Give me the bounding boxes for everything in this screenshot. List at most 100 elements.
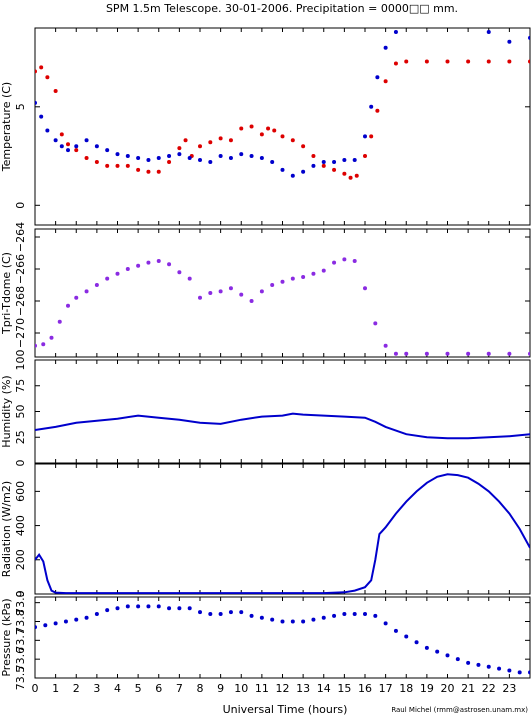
data-point xyxy=(332,159,337,164)
y-tick-label: −268 xyxy=(14,286,27,316)
data-point xyxy=(45,128,50,133)
data-point xyxy=(280,619,285,624)
data-point xyxy=(146,169,151,174)
data-point xyxy=(198,157,202,162)
data-point xyxy=(198,610,202,615)
data-point xyxy=(53,621,58,626)
data-point xyxy=(115,163,120,168)
data-point xyxy=(507,668,512,673)
data-point xyxy=(239,152,244,157)
data-point xyxy=(352,259,357,263)
y-tick-label: 25 xyxy=(14,430,27,444)
data-point xyxy=(105,608,110,613)
data-point xyxy=(66,148,70,153)
data-point xyxy=(272,128,277,133)
data-point xyxy=(105,163,110,168)
x-tick-label: 14 xyxy=(317,682,331,695)
data-point xyxy=(466,22,470,26)
data-point xyxy=(208,159,213,164)
panel-frame xyxy=(34,596,531,679)
data-point xyxy=(393,29,398,34)
data-point xyxy=(259,289,264,294)
data-point xyxy=(375,108,380,113)
data-point xyxy=(218,154,223,159)
x-tick-label: 10 xyxy=(234,682,248,695)
x-tick-label: 11 xyxy=(255,682,269,695)
data-point xyxy=(369,134,374,139)
data-point xyxy=(342,257,347,262)
data-point xyxy=(348,175,353,180)
data-point xyxy=(136,156,141,161)
data-point xyxy=(125,267,130,271)
data-point xyxy=(435,649,440,654)
data-point xyxy=(280,134,285,139)
data-point xyxy=(66,142,70,147)
data-point xyxy=(266,126,271,131)
data-point xyxy=(208,611,213,616)
data-point xyxy=(280,279,285,284)
data-point xyxy=(466,59,471,64)
data-point xyxy=(369,104,374,109)
data-point xyxy=(239,292,244,297)
x-tick-label: 19 xyxy=(420,682,434,695)
data-point xyxy=(125,604,130,609)
y-tick-label: 0 xyxy=(14,460,27,467)
data-point xyxy=(363,134,367,139)
data-point xyxy=(486,29,491,34)
y-tick-label: −270 xyxy=(14,318,27,348)
data-point xyxy=(363,286,367,291)
y-tick-label: 73.9 xyxy=(14,590,27,615)
data-point xyxy=(301,144,306,149)
panel-frame xyxy=(34,463,531,595)
x-tick-label: 12 xyxy=(276,682,290,695)
panel-frame xyxy=(34,228,531,358)
data-point xyxy=(280,167,285,172)
data-point xyxy=(156,156,161,161)
data-point xyxy=(125,154,130,159)
data-point xyxy=(59,144,64,149)
y-axis-label: Tpri-Tdome (C) xyxy=(0,252,13,335)
data-point xyxy=(373,321,378,326)
data-point xyxy=(486,351,491,356)
data-point xyxy=(115,606,120,611)
data-point xyxy=(218,611,223,616)
data-point xyxy=(424,351,429,356)
data-point xyxy=(414,640,419,645)
data-point xyxy=(146,157,151,162)
y-tick-label: −266 xyxy=(14,254,27,284)
data-point xyxy=(301,275,306,279)
y-tick-label: −264 xyxy=(14,222,27,252)
x-axis-label: Universal Time (hours) xyxy=(223,703,348,716)
y-tick-label: 0 xyxy=(14,591,27,598)
data-point xyxy=(249,613,254,618)
data-point xyxy=(507,351,512,356)
data-point xyxy=(35,69,37,74)
data-point xyxy=(218,289,223,294)
data-point xyxy=(455,657,460,662)
data-point xyxy=(198,144,202,149)
data-point xyxy=(507,59,512,64)
x-tick-label: 8 xyxy=(197,682,204,695)
data-point xyxy=(446,20,450,24)
data-point xyxy=(259,615,264,620)
data-point xyxy=(445,653,450,658)
data-point xyxy=(354,173,359,178)
data-point xyxy=(74,144,79,149)
y-axis-label: Temperature (C) xyxy=(0,82,13,172)
data-point xyxy=(74,617,79,622)
data-point xyxy=(198,295,202,300)
data-point xyxy=(486,59,491,64)
data-point xyxy=(94,611,99,616)
data-point xyxy=(228,610,233,615)
plot-area xyxy=(35,257,530,356)
data-point xyxy=(321,163,326,168)
data-point xyxy=(43,623,48,628)
panel-frame xyxy=(34,27,531,226)
data-point xyxy=(290,276,295,281)
x-tick-label: 21 xyxy=(461,682,475,695)
data-point xyxy=(259,156,264,161)
x-tick-label: 22 xyxy=(482,682,496,695)
data-point xyxy=(352,157,357,162)
